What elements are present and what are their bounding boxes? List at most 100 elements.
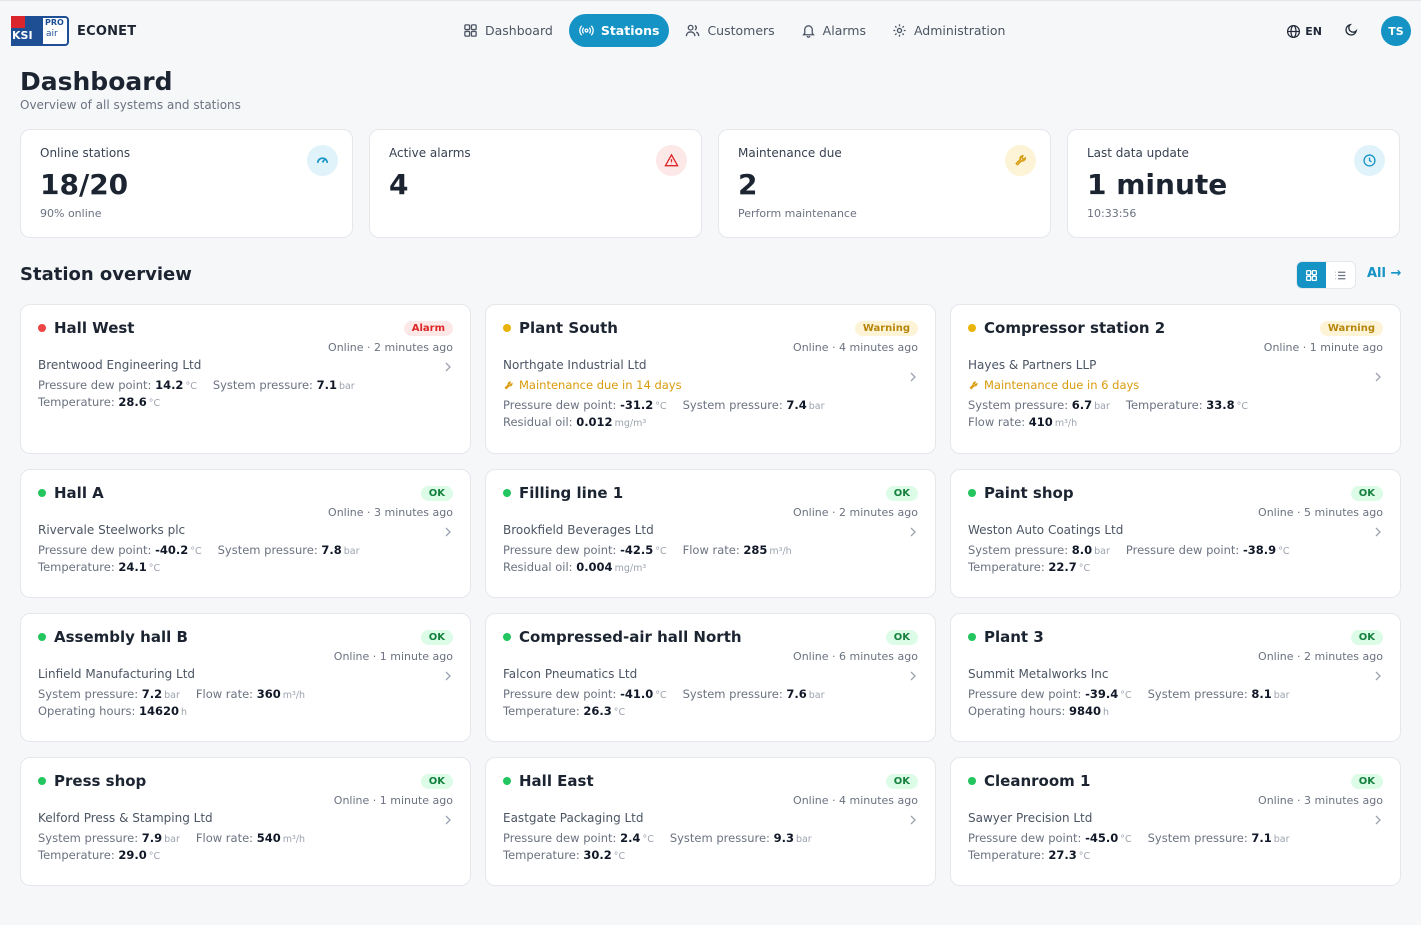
maintenance-notice: Maintenance due in 14 days <box>503 378 918 392</box>
metric-unit: m³/h <box>1054 418 1078 429</box>
metric: System pressure: 7.2 bar <box>38 687 180 701</box>
metric: System pressure: 6.7 bar <box>968 398 1110 412</box>
chevron-right-icon <box>445 815 451 825</box>
status-dot <box>38 324 46 332</box>
station-metrics: System pressure: 7.2 bar Flow rate: 360 m³/… <box>38 687 398 718</box>
metric-unit: m³/h <box>769 546 792 557</box>
customer-name: Summit Metalworks Inc <box>968 667 1109 681</box>
station-card[interactable]: Assembly hall B OK Online · 1 minute ago Li… <box>20 613 471 742</box>
wrench-icon <box>969 380 978 389</box>
station-card-header: Plant 3 OK <box>968 628 1383 646</box>
maintenance-text: Maintenance due in 6 days <box>984 378 1140 392</box>
nav-administration[interactable]: Administration <box>882 14 1015 47</box>
metric: Pressure dew point: 2.4 °C <box>503 831 654 845</box>
metric-unit: h <box>181 707 188 718</box>
station-card[interactable]: Press shop OK Online · 1 minute ago Kelford… <box>20 757 471 886</box>
metric-unit: °C <box>148 563 161 574</box>
station-metrics: System pressure: 8.0 bar Pressure dew poin… <box>968 543 1328 574</box>
metric-unit: bar <box>343 546 360 557</box>
list-icon <box>1335 271 1346 279</box>
metric-value: 7.1 <box>316 378 337 392</box>
metric: Operating hours: 9840 h <box>968 704 1109 718</box>
station-card[interactable]: Compressor station 2 Warning Online · 1 mi… <box>950 304 1401 454</box>
theme-toggle[interactable] <box>1344 22 1359 41</box>
language-switcher[interactable]: EN <box>1286 24 1322 39</box>
gear-icon <box>893 24 906 37</box>
metric-value: 7.8 <box>321 543 342 557</box>
status-badge: Warning <box>1319 320 1383 336</box>
gauge-icon <box>307 145 338 176</box>
user-avatar[interactable]: TS <box>1381 16 1411 46</box>
brand-logo[interactable]: KSI PRO air ECONET <box>11 16 136 46</box>
metric: Flow rate: 360 m³/h <box>196 687 305 701</box>
metric-unit: °C <box>642 834 654 845</box>
metric-unit: bar <box>795 834 812 845</box>
online-status: Online · 3 minutes ago <box>328 506 453 519</box>
customer-name: Weston Auto Coatings Ltd <box>968 523 1124 537</box>
online-status: Online · 5 minutes ago <box>1258 506 1383 519</box>
metric-label: Pressure dew point: <box>503 831 617 845</box>
metric-value: -45.0 <box>1085 831 1119 845</box>
station-card[interactable]: Plant South Warning Online · 4 minutes ago… <box>485 304 936 454</box>
metric-label: Pressure dew point: <box>503 687 617 701</box>
chevron-right-icon <box>1375 815 1381 825</box>
metric-value: -40.2 <box>155 543 189 557</box>
station-overview-title: Station overview <box>20 264 192 285</box>
nav-alarms[interactable]: Alarms <box>791 14 876 47</box>
station-card[interactable]: Filling line 1 OK Online · 2 minutes ago Br… <box>485 469 936 598</box>
station-card[interactable]: Hall West Alarm Online · 2 minutes ago Bren… <box>20 304 471 454</box>
online-status: Online · 1 minute ago <box>333 650 453 663</box>
station-card[interactable]: Hall A OK Online · 3 minutes ago Rivervale … <box>20 469 471 598</box>
station-card[interactable]: Cleanroom 1 OK Online · 3 minutes ago Sawye… <box>950 757 1401 886</box>
metric-label: System pressure: <box>217 543 318 557</box>
station-card[interactable]: Hall East OK Online · 4 minutes ago Eastgat… <box>485 757 936 886</box>
metric-label: Operating hours: <box>968 704 1066 718</box>
station-name: Hall East <box>519 772 594 790</box>
metric-label: Pressure dew point: <box>503 543 617 557</box>
metric-value: 14.2 <box>155 378 184 392</box>
station-card[interactable]: Compressed-air hall North OK Online · 6 mi… <box>485 613 936 742</box>
bell-icon <box>801 25 815 38</box>
metric: System pressure: 7.6 bar <box>683 687 825 701</box>
metric-value: 14620 <box>139 704 180 718</box>
stat-label: Last data update <box>1087 146 1189 160</box>
grid-icon <box>464 24 477 37</box>
station-card-header: Hall West Alarm <box>38 319 453 337</box>
online-status: Online · 4 minutes ago <box>793 794 918 807</box>
status-badge: OK <box>420 629 453 645</box>
metric-value: 9.3 <box>773 831 794 845</box>
nav-dashboard[interactable]: Dashboard <box>453 14 563 47</box>
maintenance-text: Maintenance due in 14 days <box>519 378 682 392</box>
nav-label: Dashboard <box>485 23 553 38</box>
status-dot <box>38 489 46 497</box>
chevron-right-icon <box>910 372 916 382</box>
stat-note: Perform maintenance <box>738 207 857 220</box>
metric-label: Residual oil: <box>503 415 573 429</box>
metric-value: 540 <box>256 831 281 845</box>
view-all-link[interactable]: All → <box>1367 266 1402 281</box>
metric: Pressure dew point: -38.9 °C <box>1126 543 1290 557</box>
status-badge: Warning <box>854 320 918 336</box>
metric-label: Temperature: <box>1125 398 1203 412</box>
metric: System pressure: 7.9 bar <box>38 831 180 845</box>
customer-name: Brentwood Engineering Ltd <box>38 358 202 372</box>
metric-label: Temperature: <box>503 848 580 862</box>
metric-value: 7.1 <box>1251 831 1272 845</box>
moon-icon <box>1345 23 1358 36</box>
grid-view-button[interactable] <box>1297 262 1326 288</box>
nav-stations[interactable]: Stations <box>568 14 670 47</box>
metric-value: 7.6 <box>786 687 807 701</box>
station-metrics: System pressure: 7.9 bar Flow rate: 540 m³/… <box>38 831 398 862</box>
list-view-button[interactable] <box>1326 262 1355 288</box>
station-name: Plant 3 <box>984 628 1044 646</box>
metric-value: 30.2 <box>583 848 612 862</box>
page-subtitle: Overview of all systems and stations <box>20 98 241 112</box>
status-dot <box>503 633 511 641</box>
station-card[interactable]: Plant 3 OK Online · 2 minutes ago Summit Me… <box>950 613 1401 742</box>
nav-customers[interactable]: Customers <box>675 14 784 47</box>
station-card[interactable]: Paint shop OK Online · 5 minutes ago Weston… <box>950 469 1401 598</box>
status-dot <box>38 777 46 785</box>
online-status: Online · 4 minutes ago <box>793 341 918 354</box>
chevron-right-icon <box>445 671 451 681</box>
metric-unit: °C <box>1078 563 1091 574</box>
